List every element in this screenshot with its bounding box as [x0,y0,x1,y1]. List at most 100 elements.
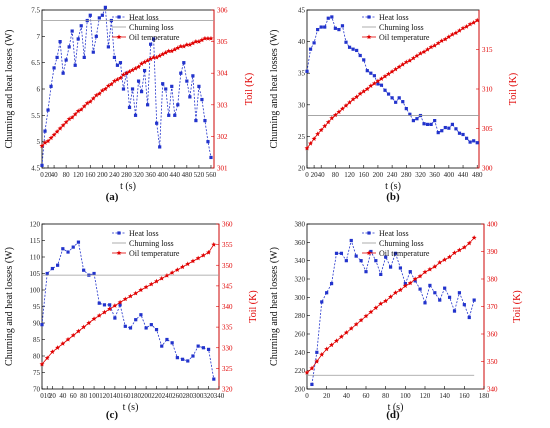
heat-loss-point [329,281,334,286]
x-tick-label: 400 [157,171,168,179]
heat-loss-point [133,113,138,117]
oil-temperature-point [75,108,81,114]
y-tick-label: 7 [37,33,41,41]
y-tick-label: 25 [298,133,306,141]
heat-loss-point [401,100,405,104]
x-axis-title: t (s) [120,181,136,192]
y-tick-label: 110 [30,254,41,262]
heat-loss-point [388,265,393,269]
heat-loss-point [464,136,469,140]
oil-temperature-point [60,341,66,346]
oil-temperature-point [418,50,423,56]
oil-temperature-point [196,39,202,44]
heat-loss-point [70,29,74,33]
oil-temperature-point [205,35,211,41]
legend-marker [116,34,122,40]
oil-temperature-point [402,283,408,288]
oil-temperature-point [403,59,409,65]
y-tick-label: 45 [298,7,306,15]
oil-temperature-point [44,355,50,361]
oil-temperature-point [127,69,132,74]
heat-loss-point [339,251,344,255]
heat-loss-point [334,251,339,255]
oil-temperature-point [206,249,212,255]
y-tick-label: 6.5 [31,59,40,67]
oil-temperature-point [133,290,139,296]
oil-temperature-point [435,40,441,46]
heat-loss-point [315,350,319,354]
heat-loss-point [121,87,126,91]
heat-loss-point [372,74,376,78]
heat-loss-point [180,357,185,361]
heat-loss-point [376,82,380,86]
x-axis-title: t (s) [385,181,401,192]
oil-temperature-point [166,48,172,54]
oil-temperature-point [200,252,206,258]
heat-loss-point [118,61,123,65]
oil-temperature-point [90,95,96,101]
oil-temperature-point [319,352,325,357]
oil-temperature-point [304,369,310,375]
heat-loss-point [146,103,150,107]
oil-temperature-point [417,273,423,279]
oil-temperature-point [102,309,107,315]
heat-loss-point [457,131,462,135]
heat-loss-point [436,131,440,135]
heat-loss-point [325,291,329,295]
oil-temperature-point [148,281,154,287]
oil-temperature-point [422,269,428,275]
y2-tick-label: 350 [222,262,233,270]
oil-temperature-point [336,109,342,115]
heat-loss-point [170,341,174,345]
x-tick-label: 120 [99,392,110,400]
x-tick-label: 160 [459,392,470,400]
heat-loss-point [196,344,200,348]
y-axis-title: Churning and heat losses (W) [269,247,280,366]
heat-loss-point [447,295,452,299]
oil-temperature-point [69,114,75,120]
oil-temperature-point [447,254,453,260]
heat-loss-point [447,126,451,130]
oil-temperature-point [414,53,420,58]
oil-temperature-point [108,81,114,87]
oil-temperature-point [87,99,93,104]
heat-loss-point [369,71,373,75]
oil-temperature-point [195,255,201,261]
y2-axis-title: Toil (K) [244,73,255,105]
heat-loss-point [200,97,204,102]
oil-temperature-point [178,43,184,49]
oil-temperature-point [343,330,349,335]
heat-loss-point [472,298,476,302]
heat-loss-point [397,96,401,100]
y-tick-label: 40 [298,38,306,46]
oil-temperature-point [363,313,369,319]
oil-temperature-point [464,23,470,29]
heat-loss-point [411,119,415,123]
oil-temperature-point [393,290,398,295]
oil-temperature-point [383,298,389,304]
x-tick-label: 80 [80,392,88,400]
chart-panel-4: 0 20 40 60 80 100 120 140 160 180 200 220 240 260 280 3… [269,221,523,422]
heat-loss-point [144,326,148,330]
oil-temperature-point [466,240,472,246]
heat-loss-point [164,87,168,91]
y-tick-label: 240 [295,349,306,357]
heat-loss-point [139,313,143,317]
heat-loss-point [443,286,447,290]
y-tick-label: 80 [33,353,41,361]
oil-temperature-point [425,46,431,52]
heat-loss-point [128,326,133,330]
oil-temperature-point [421,49,427,54]
x-tick-label: 280 [183,392,194,400]
oil-temperature-point [148,56,154,62]
heat-loss-point [429,122,433,126]
heat-loss-point [319,25,323,29]
oil-temperature-point [154,54,160,60]
legend-label: Churning loss [129,239,174,248]
y2-tick-label: 335 [222,324,233,332]
y-tick-label: 120 [30,221,41,229]
heat-loss-point [97,16,101,20]
x-tick-label: 440 [458,171,469,179]
oil-temperature-point [60,122,66,128]
